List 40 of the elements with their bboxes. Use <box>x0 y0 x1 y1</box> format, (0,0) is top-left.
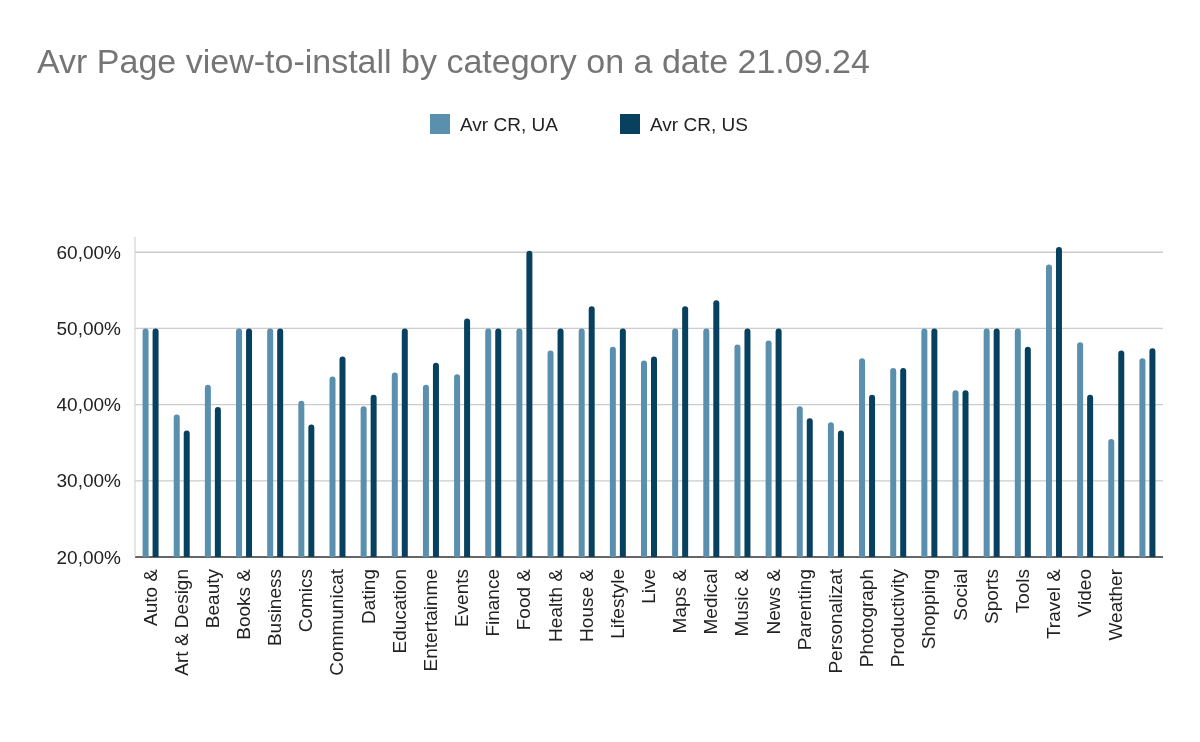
x-tick-label: Maps & <box>669 568 691 634</box>
x-tick-label: Social <box>949 569 971 621</box>
x-tick-label: News & <box>762 568 784 635</box>
x-tick-label: Music & <box>731 568 753 637</box>
x-tick-label: Personalizat <box>824 568 846 674</box>
x-tick-label: Comics <box>295 569 317 633</box>
x-tick-label: Video <box>1074 569 1096 618</box>
x-tick-label: Beauty <box>201 568 223 629</box>
x-tick-label: Productivity <box>887 568 909 668</box>
y-tick-label: 50,00% <box>56 318 122 340</box>
x-tick-label: Auto & <box>139 568 161 627</box>
x-tick-label: Live <box>638 569 659 604</box>
x-tick-label: House & <box>575 568 597 642</box>
x-tick-label: Weather <box>1105 568 1127 641</box>
x-tick-label: Medical <box>700 569 722 635</box>
x-tick-label: Food & <box>513 568 535 631</box>
y-tick-label: 60,00% <box>56 241 122 263</box>
x-tick-label: Communicat <box>326 568 348 676</box>
x-tick-label: Sports <box>980 569 1002 624</box>
x-tick-label: Business <box>264 569 286 647</box>
y-tick-label: 20,00% <box>56 546 122 568</box>
y-tick-label: 40,00% <box>56 394 122 416</box>
x-tick-label: Health & <box>544 568 566 642</box>
x-tick-label: Dating <box>357 569 379 624</box>
x-tick-label: Education <box>388 569 410 654</box>
x-tick-label: Tools <box>1011 569 1033 614</box>
x-tick-label: Books & <box>233 568 255 640</box>
x-tick-label: Shopping <box>918 569 940 650</box>
legend-label: Avr CR, US <box>650 114 748 135</box>
x-tick-label: Travel & <box>1042 568 1064 640</box>
x-tick-label: Finance <box>482 569 504 637</box>
chart-title: Avr Page view-to-install by category on a date 21.09.24 <box>37 42 870 80</box>
x-tick-label: Parenting <box>793 569 815 651</box>
legend-label: Avr CR, UA <box>460 114 559 135</box>
y-tick-label: 30,00% <box>56 470 122 492</box>
x-tick-label: Entertainme <box>419 569 441 672</box>
x-tick-label: Events <box>451 569 473 628</box>
x-tick-label: Art & Design <box>170 569 192 676</box>
x-tick-label: Lifestyle <box>606 569 628 639</box>
x-tick-label: Photograph <box>856 569 878 668</box>
